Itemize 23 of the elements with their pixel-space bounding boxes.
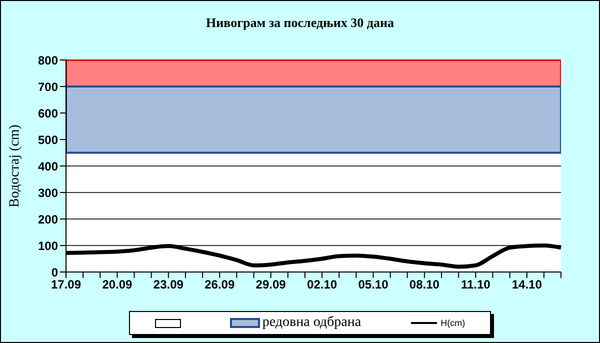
x-tick-label: 20.09 (102, 278, 133, 292)
y-tick-label: 600 (38, 106, 58, 120)
y-tick-label: 500 (38, 132, 58, 147)
x-tick-label: 17.09 (50, 278, 82, 292)
legend-label: редовна одбрана (262, 315, 362, 331)
x-tick-label: 05.10 (358, 278, 389, 292)
y-tick-label: 300 (38, 186, 58, 200)
x-tick-label: 11.10 (460, 278, 491, 292)
chart-title: Нивограм за последњих 30 дана (205, 15, 395, 31)
legend-label: H(cm) (440, 318, 466, 328)
y-tick-label: 800 (38, 53, 58, 68)
x-tick-label: 02.10 (307, 278, 338, 292)
y-axis-title: Водостај (cm) (7, 124, 23, 208)
x-tick-label: 26.09 (204, 278, 235, 292)
x-tick-label: 08.10 (409, 278, 440, 292)
y-tick-label: 400 (38, 159, 58, 174)
y-tick-label: 200 (38, 212, 58, 226)
x-tick-label: 14.10 (512, 278, 542, 292)
x-tick-label: 29.09 (256, 278, 286, 292)
y-tick-label: 0 (51, 265, 58, 280)
x-tick-label: 23.09 (153, 278, 184, 292)
y-tick-label: 700 (38, 80, 58, 94)
y-tick-label: 100 (38, 238, 58, 253)
